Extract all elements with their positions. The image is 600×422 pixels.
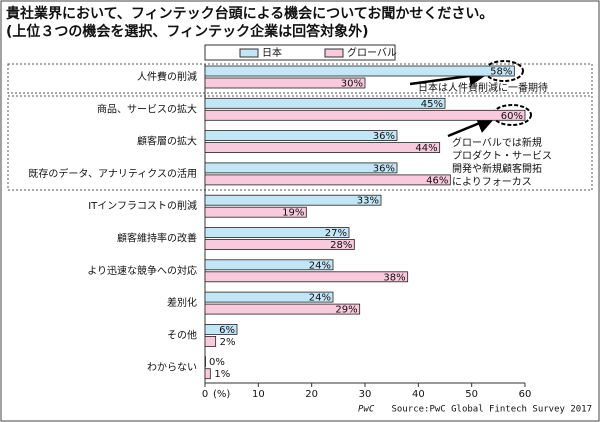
legend-label: 日本 [262,46,282,59]
bar [204,97,446,109]
bar [204,162,398,174]
value-label: 27% [325,228,347,239]
legend-swatch [324,48,344,58]
bar [204,271,409,283]
value-label: 60% [501,111,523,122]
value-label: 36% [373,131,395,142]
bar [204,227,350,238]
value-label: 2% [220,337,236,348]
highlight-box [7,63,593,94]
bar [204,291,334,303]
x-tick-label: 10 [252,389,265,400]
category-label: 顧客維持率の改善 [117,232,197,245]
value-label: 46% [426,175,448,186]
category-label: 既存のデータ、アナリティクスの活用 [28,167,197,180]
chart-title: 貴社業界において、フィンテック台頭による機会についてお聞かせください。 [6,5,493,22]
bar [204,142,441,154]
legend-swatch [239,48,259,58]
value-label: 19% [282,208,304,219]
bar [204,77,366,89]
bar [204,65,515,77]
bar [204,174,451,186]
value-label: 0% [209,357,225,368]
highlight-ellipse [484,60,524,82]
annotation: グローバルでは新規 [452,136,542,149]
value-label: 30% [341,79,363,90]
value-label: 6% [219,325,235,336]
value-label: 38% [383,272,405,283]
bar [204,356,206,368]
bar [204,303,361,315]
x-axis-unit: (%) [213,389,230,400]
x-tick-label: 20 [305,389,318,400]
bar [204,259,334,271]
x-tick-label: 30 [359,389,372,400]
arrow [447,114,497,138]
x-tick-label: 60 [519,389,532,400]
bar [204,368,211,380]
category-label: その他 [167,328,197,341]
highlight-ellipse [492,104,532,126]
bar [204,239,355,250]
x-tick-label: 50 [465,389,478,400]
value-label: 33% [357,196,379,207]
value-label: 24% [309,293,331,304]
x-tick-label: 0 [202,389,208,400]
value-label: 24% [309,260,331,271]
value-label: 1% [214,369,230,380]
bar [204,335,217,347]
bar [204,109,526,121]
legend-label: グローバル [347,46,397,59]
value-label: 29% [335,305,357,316]
chart-subtitle: (上位３つの機会を選択、フィンテック企業は回答対象外) [6,23,369,40]
value-label: 28% [330,240,352,251]
value-label: 58% [490,67,512,78]
annotation: によりフォーカス [452,176,532,188]
category-label: ITインフラコストの削減 [88,199,197,212]
bar [204,323,238,335]
category-label: より迅速な競争への対応 [87,264,197,277]
source: Source:PwC Global Fintech Survey 2017 [392,405,592,415]
bar [204,206,307,218]
category-label: 人件費の削減 [137,70,197,83]
annotation: 開発や新規顧客開拓 [452,162,542,175]
category-label: 差別化 [167,296,197,309]
highlight-box [7,95,593,191]
category-label: 顧客層の拡大 [137,135,197,148]
annotation: 日本は人件費削減に一番期待 [418,81,548,94]
value-label: 44% [415,143,437,154]
category-label: 商品、サービスの拡大 [97,102,197,115]
bar [204,130,398,142]
logo: PwC [358,405,375,415]
value-label: 45% [421,99,443,110]
bar [204,194,382,206]
value-label: 36% [373,163,395,174]
x-tick-label: 40 [412,389,425,400]
annotation: プロダクト・サービス [452,149,552,162]
category-label: わからない [147,362,197,374]
